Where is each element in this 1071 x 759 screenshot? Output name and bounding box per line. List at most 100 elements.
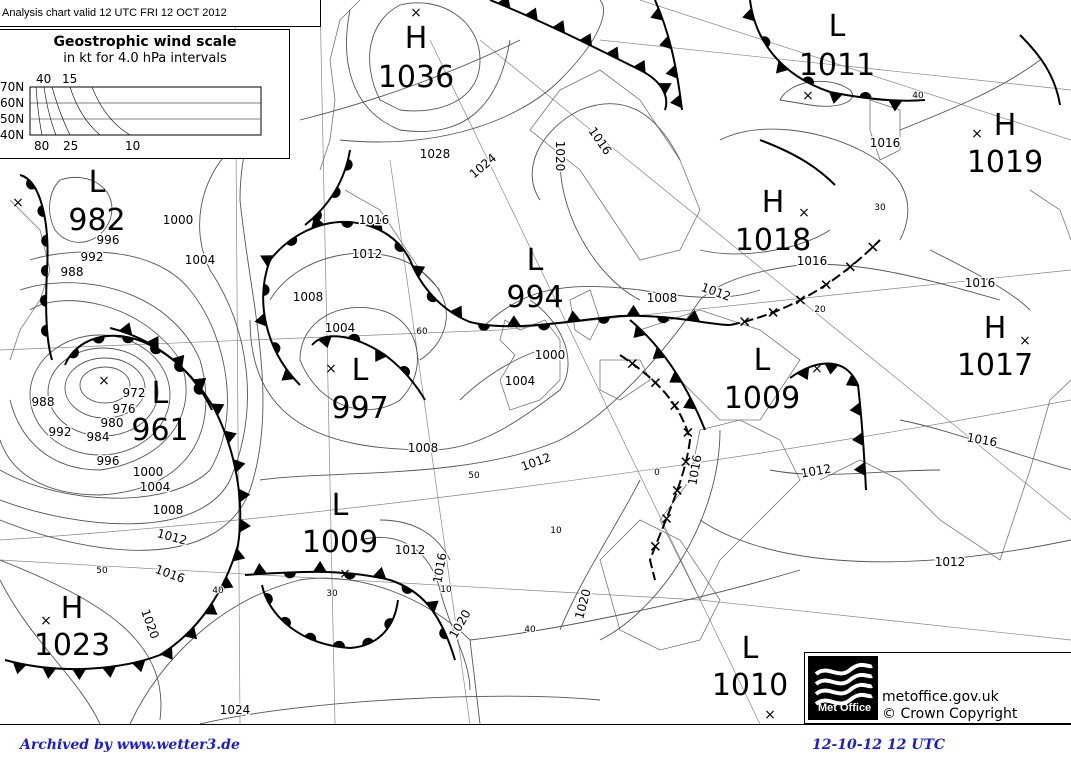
center-cross-icon: × [40, 613, 52, 629]
cold-front-triangle-icon [260, 255, 275, 268]
cold-front-triangle-icon [254, 312, 267, 327]
cold-front-triangle-icon [497, 0, 511, 9]
cold-front-triangle-icon [775, 60, 789, 74]
cold-front-triangle-icon [372, 566, 387, 580]
trough-mark-icon [627, 359, 637, 369]
cold-front-triangle-icon [232, 548, 246, 562]
speed-label: 15 [62, 72, 77, 86]
warm-front-semicircle-icon [384, 618, 394, 630]
center-cross-icon: × [1019, 333, 1031, 349]
center-cross-icon: × [971, 126, 983, 142]
cold-front-triangle-icon [146, 336, 159, 350]
warm-front-semicircle-icon [40, 294, 47, 307]
isobar-label: 1012 [935, 555, 966, 569]
trough-mark-icon [662, 513, 672, 524]
occ-front [244, 570, 456, 661]
cold-front [489, 0, 668, 111]
warm-front-semicircle-icon [331, 186, 341, 198]
warm-front-semicircle-icon [150, 345, 162, 355]
isobar-label: 1024 [467, 151, 499, 181]
cold-front-triangle-icon [659, 35, 672, 50]
isobar-label: 1012 [519, 450, 552, 474]
cold-front-triangle-icon [369, 218, 383, 232]
speed-label: 10 [125, 139, 140, 153]
cold-front-triangle-icon [686, 309, 701, 322]
cold-front-triangle-icon [131, 659, 146, 673]
center-cross-icon: × [410, 5, 422, 21]
low-pressure-center: L 1011 × [799, 9, 875, 104]
wind-speed-label: 0 [654, 468, 660, 478]
warm-front-semicircle-icon [394, 241, 405, 252]
trough-mark-icon [868, 242, 878, 252]
warm-front-semicircle-icon [537, 323, 550, 331]
speed-label: 40 [36, 72, 51, 86]
wind-speed-label: 30 [874, 203, 886, 213]
isobar-label: 1016 [359, 213, 390, 227]
system-pressure: 1017 [957, 348, 1033, 383]
system-pressure: 961 [131, 413, 188, 448]
cold-front-triangle-icon [579, 33, 593, 47]
cold-front-triangle-icon [670, 94, 682, 109]
cold-front-triangle-icon [412, 265, 426, 278]
trough-mark-icon [681, 457, 691, 467]
system-type: L [754, 343, 771, 378]
isobar-label: 1020 [572, 587, 593, 620]
copyright: © Crown Copyright [882, 706, 1018, 722]
cold-front-triangle-icon [652, 346, 666, 360]
isobar-label: 1016 [685, 454, 704, 487]
website-link[interactable]: metoffice.gov.uk [882, 689, 999, 705]
isobar-label: 972 [123, 386, 146, 400]
cold-front-triangle-icon [626, 304, 641, 316]
warm-front-semicircle-icon [399, 366, 410, 377]
isobar-label: 1016 [430, 552, 449, 585]
cold-front-triangle-icon [238, 488, 251, 503]
trough-line [1019, 34, 1061, 106]
isobar-label: 1016 [797, 254, 828, 268]
isobar-label: 1024 [220, 703, 251, 717]
isobar-label: 1012 [352, 247, 383, 261]
warm-front-semicircle-icon [304, 632, 317, 642]
warm-front-semicircle-icon [263, 283, 270, 296]
warm-front-semicircle-icon [343, 572, 356, 580]
cold-front-triangle-icon [742, 7, 755, 22]
isobar-label: 1012 [699, 280, 732, 304]
wind-speed-label: 10 [550, 526, 562, 536]
cold-front-triangle-icon [193, 377, 207, 391]
trough-mark-icon [672, 485, 682, 495]
archive-credit[interactable]: Archived by www.wetter3.de [20, 737, 240, 753]
wind-speed-label: 50 [468, 471, 480, 481]
system-pressure: 982 [68, 203, 125, 238]
warm-front-semicircle-icon [122, 336, 135, 344]
isobar-label: 1020 [446, 607, 473, 640]
system-type: L [829, 9, 846, 44]
cold-front-triangle-icon [845, 374, 859, 387]
trough-mark-icon [821, 280, 831, 290]
isobar-label: 1000 [133, 465, 164, 479]
cold-front-triangle-icon [224, 430, 237, 444]
system-type: H [61, 591, 84, 626]
isobar-label: 980 [101, 416, 124, 430]
cold-front-triangle-icon [318, 336, 332, 349]
cold-front-triangle-icon [633, 325, 647, 338]
isobar-label: 1004 [140, 480, 171, 494]
isobar-label: 1012 [395, 543, 426, 557]
system-pressure: 1018 [735, 223, 811, 258]
warm-front [304, 149, 351, 226]
cold-front-triangle-icon [450, 305, 463, 319]
isobar-label: 992 [49, 425, 72, 439]
isobar-label: 1020 [553, 141, 567, 172]
cold-front-triangle-icon [102, 666, 117, 678]
isobar-label: 1004 [505, 374, 536, 388]
met-office-logo: Met Office [808, 656, 878, 720]
center-cross-icon: × [339, 566, 351, 582]
cold-front-triangle-icon [233, 459, 246, 473]
trough-front [729, 239, 881, 326]
cold-front-triangle-icon [220, 576, 234, 589]
lat-label: 60N [0, 96, 24, 110]
speed-label: 25 [63, 139, 78, 153]
system-type: H [762, 185, 785, 220]
isobar-label: 1004 [325, 321, 356, 335]
cold-front-triangle-icon [312, 560, 327, 573]
